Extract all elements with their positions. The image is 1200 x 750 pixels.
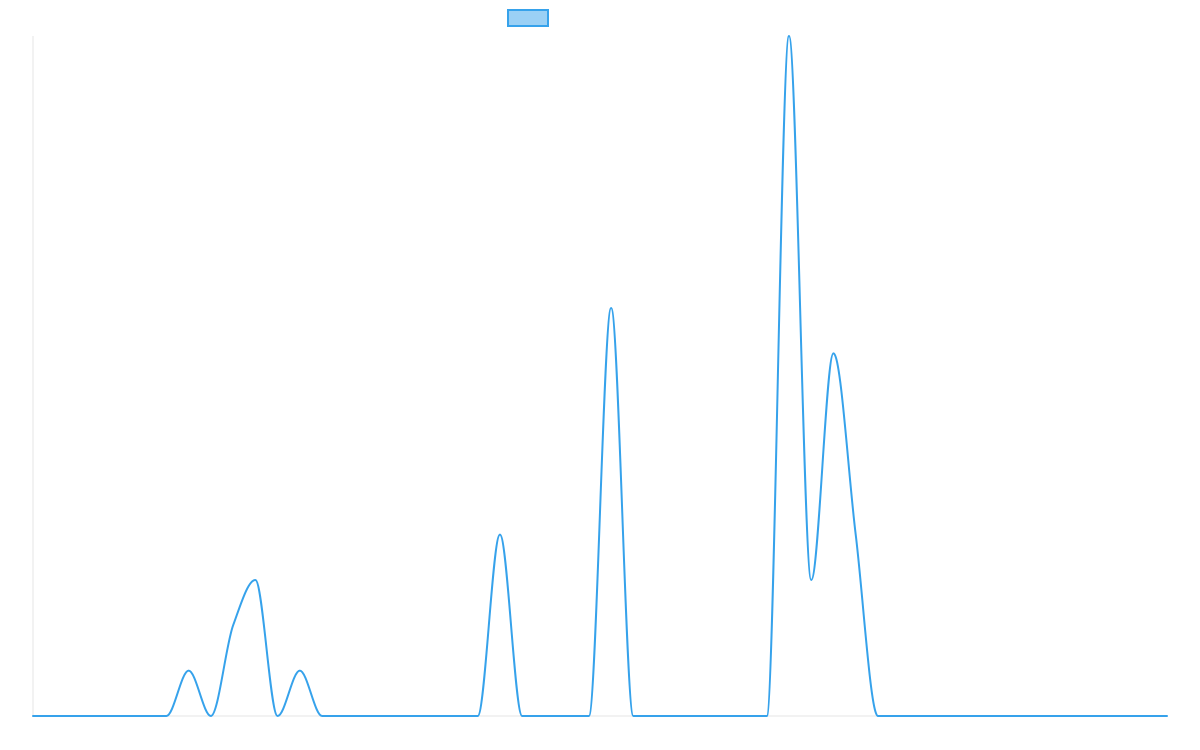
data-point[interactable]	[985, 712, 993, 720]
data-point[interactable]	[674, 712, 682, 720]
data-point[interactable]	[363, 712, 371, 720]
data-point[interactable]	[829, 349, 837, 357]
data-point[interactable]	[229, 621, 237, 629]
data-point[interactable]	[1163, 712, 1171, 720]
data-point[interactable]	[51, 712, 59, 720]
data-point[interactable]	[1030, 712, 1038, 720]
data-point[interactable]	[207, 712, 215, 720]
data-point[interactable]	[852, 531, 860, 539]
data-point[interactable]	[1074, 712, 1082, 720]
axes	[32, 36, 1167, 717]
data-point[interactable]	[763, 712, 771, 720]
data-point[interactable]	[696, 712, 704, 720]
series-layer	[32, 35, 1168, 717]
data-point[interactable]	[496, 531, 504, 539]
data-point[interactable]	[607, 304, 615, 312]
legend[interactable]	[507, 9, 549, 27]
data-points	[29, 32, 1171, 720]
data-point[interactable]	[318, 712, 326, 720]
data-point[interactable]	[429, 712, 437, 720]
data-point[interactable]	[540, 712, 548, 720]
data-point[interactable]	[407, 712, 415, 720]
data-point[interactable]	[652, 712, 660, 720]
data-point[interactable]	[918, 712, 926, 720]
data-point[interactable]	[807, 576, 815, 584]
data-point[interactable]	[518, 712, 526, 720]
data-point[interactable]	[785, 32, 793, 40]
data-point[interactable]	[296, 667, 304, 675]
data-point[interactable]	[874, 712, 882, 720]
data-point[interactable]	[1119, 712, 1127, 720]
data-point[interactable]	[140, 712, 148, 720]
data-point[interactable]	[474, 712, 482, 720]
data-point[interactable]	[118, 712, 126, 720]
data-point[interactable]	[1052, 712, 1060, 720]
series-line-0	[32, 35, 1168, 717]
data-point[interactable]	[185, 667, 193, 675]
data-point[interactable]	[1007, 712, 1015, 720]
data-point[interactable]	[896, 712, 904, 720]
data-point[interactable]	[385, 712, 393, 720]
data-point[interactable]	[741, 712, 749, 720]
data-point[interactable]	[73, 712, 81, 720]
data-point[interactable]	[1096, 712, 1104, 720]
legend-swatch[interactable]	[507, 9, 549, 27]
data-point[interactable]	[963, 712, 971, 720]
data-point[interactable]	[274, 712, 282, 720]
data-point[interactable]	[29, 712, 37, 720]
data-point[interactable]	[718, 712, 726, 720]
data-point[interactable]	[941, 712, 949, 720]
data-point[interactable]	[1141, 712, 1149, 720]
data-point[interactable]	[563, 712, 571, 720]
data-point[interactable]	[96, 712, 104, 720]
data-point[interactable]	[451, 712, 459, 720]
data-point[interactable]	[340, 712, 348, 720]
data-point[interactable]	[251, 576, 259, 584]
data-point[interactable]	[162, 712, 170, 720]
data-point[interactable]	[629, 712, 637, 720]
data-point[interactable]	[585, 712, 593, 720]
